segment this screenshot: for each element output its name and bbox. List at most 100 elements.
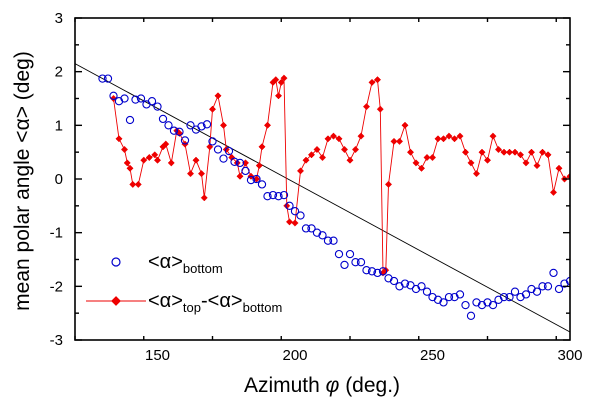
- diff-point: [302, 156, 310, 164]
- diff-point: [219, 121, 228, 129]
- bottom-point: [323, 236, 333, 245]
- fit-line: [75, 63, 570, 333]
- diff-point: [272, 76, 280, 84]
- bottom-point: [488, 300, 498, 310]
- bottom-point: [554, 284, 564, 294]
- bottom-point: [356, 258, 366, 267]
- bottom-point: [263, 192, 272, 201]
- bottom-point: [285, 201, 294, 210]
- bottom-point: [318, 231, 327, 240]
- diff-point: [390, 137, 398, 145]
- bottom-point: [125, 115, 135, 125]
- diff-point: [346, 156, 354, 164]
- diff-point: [544, 151, 552, 159]
- x-axis-title-text: Azimuth: [244, 374, 320, 397]
- bottom-point: [224, 146, 234, 156]
- y-axis-title: mean polar angle <α> (deg): [11, 51, 34, 311]
- bottom-point: [290, 207, 300, 216]
- bottom-point: [197, 122, 206, 131]
- diff-point: [406, 148, 415, 156]
- diff-point: [197, 170, 206, 178]
- diff-point: [123, 159, 131, 167]
- y-tick-label: -3: [50, 332, 63, 349]
- diff-point: [527, 148, 536, 156]
- bottom-point: [246, 175, 256, 185]
- bottom-point: [169, 126, 179, 135]
- diff-point: [439, 135, 448, 143]
- diff-point: [214, 92, 222, 100]
- bottom-point: [373, 268, 382, 278]
- diff-point: [373, 76, 382, 84]
- diff-point: [538, 148, 547, 156]
- bottom-point: [120, 94, 129, 103]
- x-tick-label: 250: [420, 347, 445, 364]
- x-tick-label: 150: [145, 347, 170, 364]
- diff-point: [280, 74, 288, 82]
- bottom-point: [175, 127, 184, 136]
- diff-point: [384, 180, 393, 188]
- diff-point: [445, 132, 453, 140]
- diff-point: [208, 105, 217, 113]
- bottom-point: [351, 258, 360, 267]
- diff-point: [395, 137, 404, 145]
- legend-diff-marker: [111, 296, 121, 306]
- bottom-point: [274, 192, 283, 201]
- bottom-point: [109, 91, 118, 100]
- diff-point: [318, 153, 327, 162]
- bottom-point: [257, 180, 267, 189]
- bottom-point: [499, 292, 509, 302]
- diff-point: [129, 180, 137, 188]
- y-tick-label: -2: [50, 278, 63, 295]
- bottom-point: [406, 281, 415, 290]
- x-axis-title-symbol: φ: [326, 374, 340, 397]
- diff-point: [324, 135, 332, 143]
- diff-point: [140, 156, 148, 164]
- diff-point: [555, 164, 563, 172]
- x-tick-label: 300: [557, 347, 582, 364]
- legend-diff-main1: <α>: [148, 290, 183, 312]
- bottom-point: [444, 292, 454, 302]
- diff-point: [500, 148, 508, 156]
- bottom-point: [301, 224, 311, 233]
- diff-point: [285, 218, 294, 226]
- diff-point: [511, 148, 519, 156]
- diff-point: [461, 148, 470, 156]
- diff-point: [236, 172, 244, 180]
- diff-point: [412, 159, 420, 167]
- diff-point: [233, 159, 241, 167]
- bottom-point: [202, 120, 212, 129]
- diff-point: [151, 151, 159, 159]
- bottom-point: [279, 190, 289, 200]
- diff-point: [120, 145, 129, 154]
- bottom-point: [389, 276, 399, 286]
- x-tick-label: 200: [282, 347, 307, 364]
- bottom-point: [565, 276, 570, 286]
- diff-point: [357, 132, 365, 140]
- diff-point: [134, 180, 142, 188]
- legend-diff-sub1: top: [183, 300, 201, 315]
- diff-point: [467, 159, 475, 167]
- diff-point: [522, 159, 530, 167]
- bottom-point: [505, 292, 514, 302]
- diff-point: [472, 170, 481, 178]
- bottom-point: [235, 158, 245, 168]
- bottom-point: [439, 298, 448, 307]
- diff-point: [351, 145, 360, 154]
- diff-point: [329, 132, 338, 140]
- bottom-point: [296, 211, 305, 220]
- legend-bottom-sub: bottom: [183, 261, 223, 276]
- diff-point: [335, 135, 343, 143]
- bottom-point: [268, 190, 278, 200]
- bottom-point: [549, 268, 558, 278]
- legend-diff-sub2: bottom: [243, 300, 283, 315]
- bottom-point: [230, 157, 239, 166]
- diff-point: [192, 156, 200, 164]
- diff-point: [483, 156, 492, 164]
- bottom-point: [307, 224, 316, 233]
- bottom-point: [532, 287, 542, 296]
- diff-point: [145, 153, 153, 162]
- y-tick-label: -1: [50, 225, 63, 242]
- bottom-point: [329, 236, 338, 245]
- plot-area: [75, 18, 570, 340]
